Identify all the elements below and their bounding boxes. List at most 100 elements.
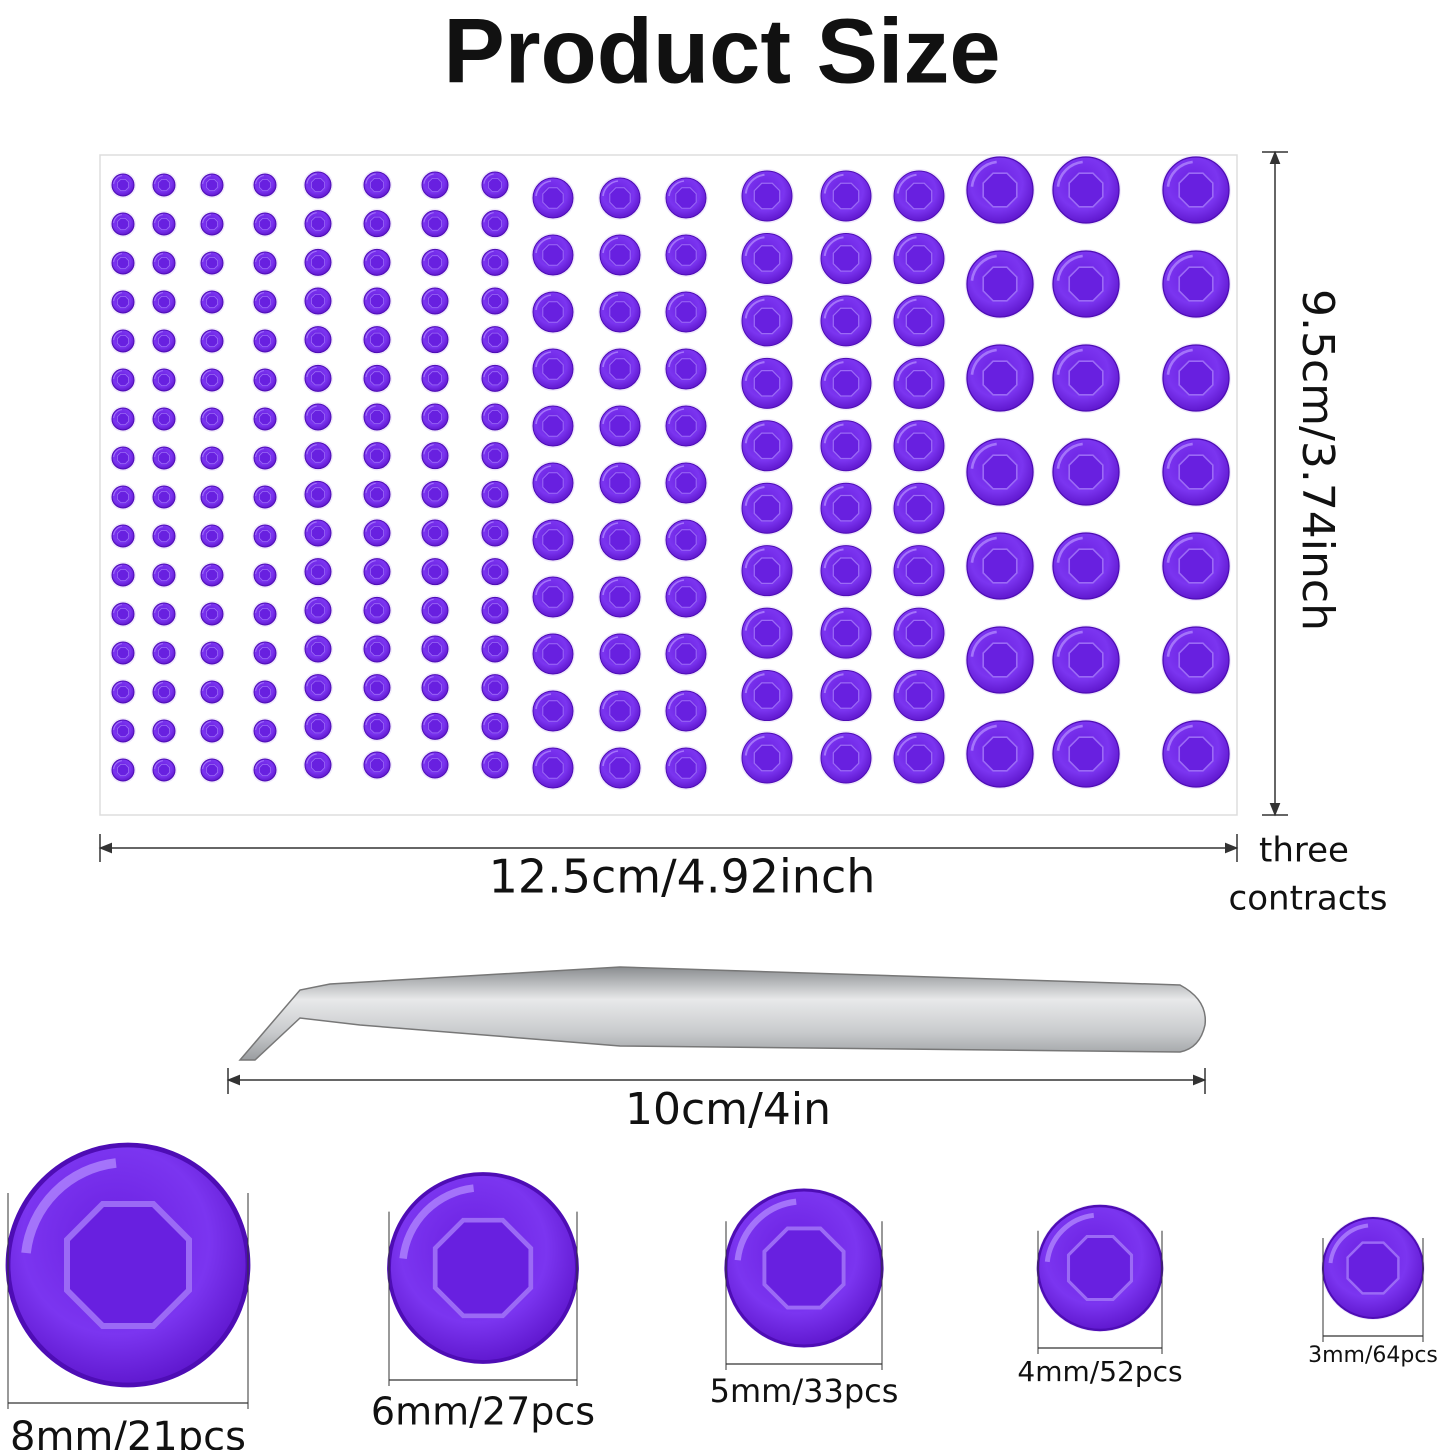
gem-table	[542, 301, 564, 323]
gem-table	[542, 529, 564, 551]
gem-shine	[306, 328, 317, 339]
gem	[664, 404, 708, 448]
gem-shine	[1044, 1212, 1095, 1263]
gem-shine	[255, 604, 265, 614]
gem	[151, 757, 177, 783]
gem-table	[205, 451, 219, 465]
gem-shine	[896, 610, 917, 631]
gem-shine	[823, 485, 844, 506]
gem-table	[832, 245, 860, 272]
gem-shine	[602, 693, 619, 710]
gem-table	[117, 256, 130, 270]
gem-shine	[113, 253, 123, 263]
gem-shine	[744, 361, 765, 381]
gem-table	[310, 332, 326, 347]
gem-shine	[365, 521, 376, 532]
gem-shine	[744, 673, 765, 694]
gem	[199, 718, 225, 744]
gem-table	[542, 643, 564, 665]
gem-shine	[823, 673, 844, 694]
gem-table	[205, 334, 219, 348]
gem-shine	[423, 521, 434, 532]
gem	[892, 418, 946, 473]
gem-shine	[365, 714, 376, 726]
gem-table	[369, 409, 385, 425]
gem	[664, 746, 708, 790]
gem	[110, 367, 136, 393]
gem-table	[982, 172, 1018, 208]
gem	[199, 367, 225, 393]
gem	[892, 231, 946, 286]
gem-shine	[255, 565, 265, 575]
gem-shine	[744, 485, 765, 506]
gem-shine	[154, 175, 164, 185]
gem	[362, 402, 392, 432]
gem-table	[258, 373, 272, 387]
gem-table	[905, 369, 933, 397]
gem-shine	[1166, 724, 1193, 751]
gem-shine	[202, 409, 212, 419]
gem	[420, 324, 450, 355]
gem	[598, 176, 642, 220]
gem-table	[675, 244, 697, 266]
gem	[110, 679, 136, 705]
gem	[110, 523, 136, 549]
gem-shine	[668, 180, 685, 197]
gem	[420, 208, 450, 239]
gem-table	[310, 526, 326, 540]
gem-shine	[365, 482, 376, 494]
gem-shine	[535, 294, 552, 311]
gem	[819, 543, 873, 598]
gem	[664, 632, 708, 676]
gem-table	[205, 217, 219, 231]
gem-shine	[744, 548, 765, 569]
gem-table	[1068, 266, 1104, 302]
gem	[531, 347, 575, 391]
gem-table	[675, 700, 697, 722]
gem	[598, 518, 642, 562]
gem-table	[1068, 454, 1104, 490]
gem-table	[205, 569, 219, 581]
gem-shine	[154, 331, 164, 341]
gem	[110, 172, 136, 198]
gem-shine	[483, 328, 494, 339]
gem	[965, 531, 1035, 601]
gem-shine	[202, 604, 212, 614]
gem-shine	[483, 482, 494, 494]
gem-shine	[483, 560, 494, 571]
gem-table	[258, 217, 272, 231]
gem-shine	[306, 212, 317, 223]
gem-shine	[602, 351, 619, 368]
gem	[252, 601, 278, 627]
gem-shine	[970, 348, 997, 375]
gem	[110, 484, 136, 510]
gem-shine	[896, 173, 917, 194]
gem	[480, 595, 510, 626]
gem-table	[369, 371, 385, 386]
gem-table	[832, 557, 860, 585]
gem-shine	[154, 214, 164, 224]
gem-table	[832, 307, 860, 335]
gem	[362, 711, 392, 742]
gem	[965, 155, 1035, 225]
gem	[892, 293, 946, 348]
gem-table	[117, 334, 130, 348]
gem-table	[258, 647, 272, 659]
gem-table	[487, 603, 503, 618]
gem	[252, 445, 278, 471]
gem-shine	[602, 636, 619, 653]
gem	[819, 231, 873, 286]
gem	[110, 250, 136, 276]
gem-shine	[1166, 254, 1193, 281]
gem-shine	[423, 598, 434, 610]
gem-label: 8mm/21pcs	[10, 1414, 246, 1450]
gem-table	[117, 686, 130, 698]
gem-shine	[423, 173, 434, 184]
gem-table	[905, 557, 933, 585]
gem-table	[1178, 454, 1214, 490]
gem-shine	[202, 331, 212, 341]
gem-shine	[423, 444, 434, 455]
gem	[740, 418, 794, 473]
gem-table	[753, 245, 781, 272]
gem-shine	[535, 750, 552, 767]
